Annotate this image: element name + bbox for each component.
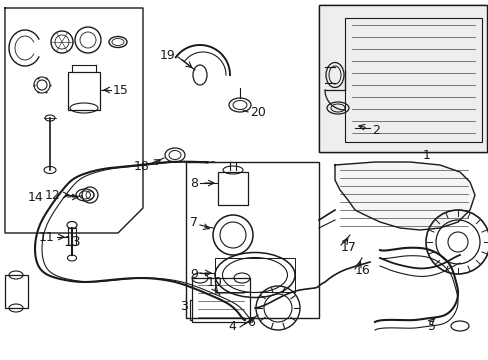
Text: 17: 17 bbox=[340, 240, 356, 253]
Text: 7: 7 bbox=[190, 216, 198, 229]
Bar bbox=[318, 5, 486, 152]
Text: 16: 16 bbox=[354, 265, 370, 278]
Polygon shape bbox=[334, 162, 474, 230]
Text: 1: 1 bbox=[422, 149, 430, 162]
Text: 19: 19 bbox=[159, 49, 175, 62]
Text: 4: 4 bbox=[227, 320, 235, 333]
Text: 5: 5 bbox=[427, 320, 435, 333]
Bar bbox=[192, 278, 249, 322]
Bar bbox=[345, 18, 481, 142]
Bar bbox=[318, 5, 486, 152]
Bar bbox=[215, 258, 294, 292]
Text: 2: 2 bbox=[371, 123, 379, 136]
Bar bbox=[318, 5, 486, 152]
Bar bbox=[218, 172, 247, 205]
Bar bbox=[5, 275, 28, 308]
Text: 18: 18 bbox=[134, 159, 150, 172]
Text: 20: 20 bbox=[249, 105, 265, 118]
Text: 14: 14 bbox=[27, 190, 43, 203]
Text: 3: 3 bbox=[180, 301, 187, 314]
Bar bbox=[185, 162, 318, 318]
Bar bbox=[68, 228, 76, 245]
Text: 10: 10 bbox=[206, 276, 223, 289]
Text: 13: 13 bbox=[63, 235, 81, 249]
Text: 11: 11 bbox=[38, 230, 54, 243]
Text: 8: 8 bbox=[190, 176, 198, 189]
Text: 9: 9 bbox=[190, 269, 198, 282]
Text: 12: 12 bbox=[44, 189, 60, 202]
Bar bbox=[68, 72, 100, 110]
Text: 6: 6 bbox=[246, 315, 254, 328]
Text: 15: 15 bbox=[113, 84, 129, 96]
